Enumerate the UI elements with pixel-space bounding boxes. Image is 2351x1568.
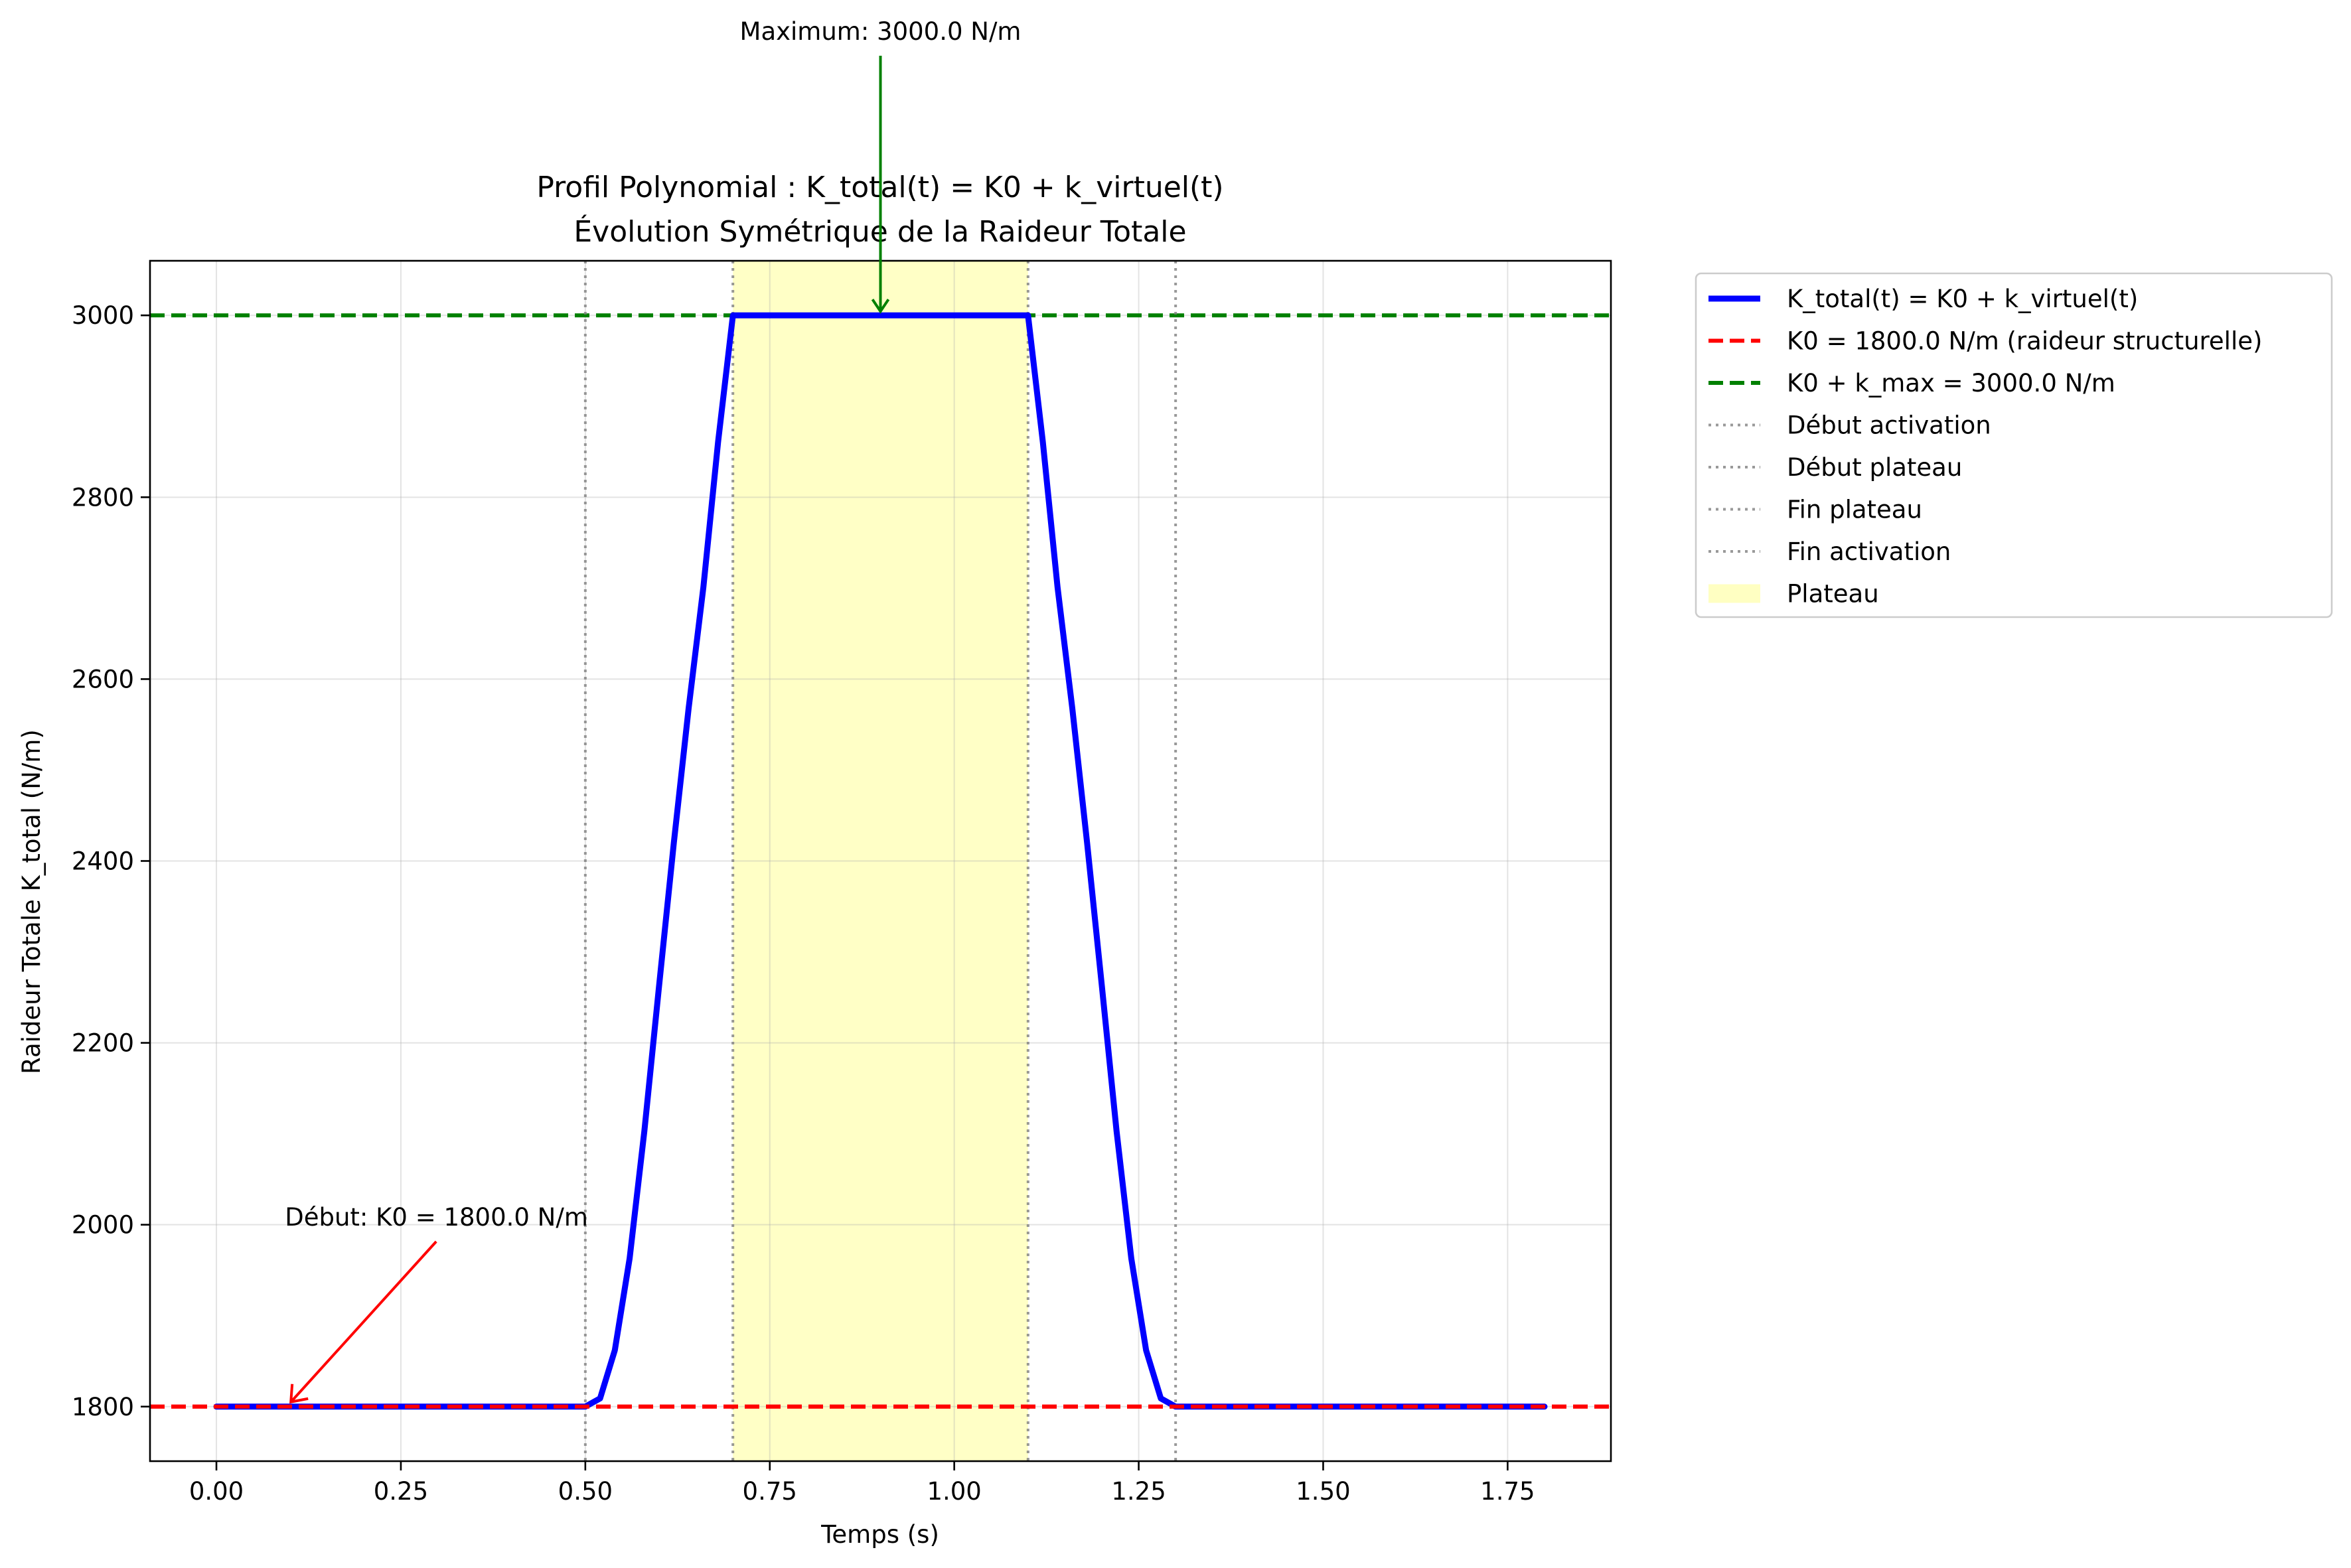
maximum-annotation-arrowhead [871, 299, 890, 314]
x-tick-label: 0.50 [558, 1477, 613, 1506]
x-tick-label: 1.25 [1111, 1477, 1166, 1506]
y-tick-label: 2200 [72, 1029, 134, 1058]
y-tick-label: 3000 [72, 301, 134, 330]
x-tick-label: 0.25 [374, 1477, 428, 1506]
legend-debut-plateau-label: Début plateau [1787, 453, 1962, 482]
x-tick-label: 1.75 [1480, 1477, 1535, 1506]
y-tick-label: 2000 [72, 1211, 134, 1240]
y-axis-label: Raideur Totale K_total (N/m) [17, 729, 46, 1074]
y-tick-label: 2800 [72, 483, 134, 512]
legend-plateau-swatch [1708, 584, 1760, 603]
legend-k0-k-max-3000-0-n-m-label: K0 + k_max = 3000.0 N/m [1787, 369, 2115, 397]
x-tick-label: 0.75 [743, 1477, 797, 1506]
x-tick-label: 0.00 [189, 1477, 244, 1506]
maximum-annotation: Maximum: 3000.0 N/m [740, 17, 1022, 46]
legend: K_total(t) = K0 + k_virtuel(t) K0 = 1800.… [1695, 272, 2333, 618]
annotations: Maximum: 3000.0 N/m Début: K0 = 1800.0 N… [285, 17, 1022, 1404]
x-axis: 0.00 0.25 0.50 0.75 1.00 1.25 1.50 1.75 [189, 1461, 1535, 1506]
x-tick-label: 1.50 [1296, 1477, 1350, 1506]
legend-fin-plateau-label: Fin plateau [1787, 496, 1922, 524]
start-annotation: Début: K0 = 1800.0 N/m [285, 1203, 588, 1232]
start-annotation-arrow [290, 1240, 437, 1403]
legend-k0-1800-0-n-m-raideur-structurelle-label: K0 = 1800.0 N/m (raideur structurelle) [1787, 327, 2262, 356]
legend-debut-activation-label: Début activation [1787, 411, 1991, 440]
x-tick-label: 1.00 [927, 1477, 981, 1506]
y-tick-label: 2600 [72, 665, 134, 693]
y-tick-label: 2400 [72, 847, 134, 876]
legend-plateau-label: Plateau [1787, 580, 1879, 608]
legend-fin-activation-label: Fin activation [1787, 537, 1951, 566]
x-axis-label: Temps (s) [820, 1520, 939, 1549]
plot-area [149, 259, 1612, 1462]
shaded-region-plateau [733, 261, 1028, 1461]
series-line-k-total-t-k0-k-virtuel-t [213, 312, 1548, 1410]
legend-k-total-t-k0-k-virtuel-t-label: K_total(t) = K0 + k_virtuel(t) [1787, 285, 2138, 313]
start-annotation-arrowhead [289, 1384, 309, 1404]
legend-frame [1695, 272, 2333, 618]
y-axis: 1800 2000 2200 2400 2600 2800 3000 [72, 301, 150, 1421]
y-tick-label: 1800 [72, 1393, 134, 1421]
